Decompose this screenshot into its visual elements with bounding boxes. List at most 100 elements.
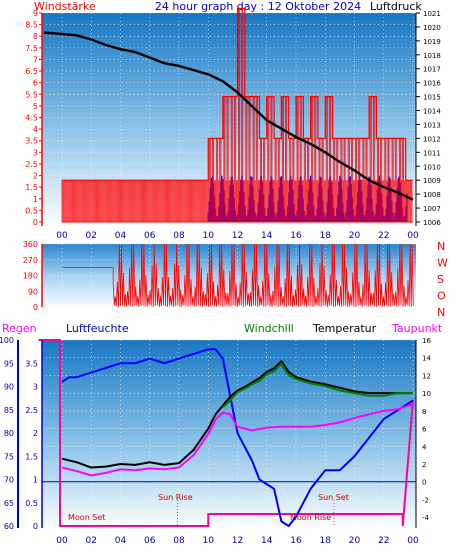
x-tick-label-bottom: 02 [86,536,97,546]
direction-tick-label: 360 [23,240,38,249]
compass-label: N [437,306,445,319]
rain-label: Regen [2,322,37,335]
temp-tick-label: -2 [422,496,429,504]
moon-rise-label: Moon Rise [290,513,331,522]
x-tick-label-bottom: 12 [232,536,243,546]
x-tick-label-top: 18 [320,231,332,241]
wind-tick-label: 8 [33,32,38,41]
pressure-tick-label: 1021 [423,10,441,18]
pressure-tick-label: 1012 [423,135,441,143]
temp-tick-label: 8 [422,408,426,416]
wind-tick-label: 9 [33,9,38,18]
wind-tick-label: 6 [33,79,38,88]
wind-tick-label: 2 [33,172,38,181]
temp-tick-label: 6 [422,426,427,434]
climate-panel-bg [42,340,416,530]
compass-label: N [437,240,445,253]
x-tick-label-top: 12 [232,231,243,241]
wind-tick-label: 7 [33,55,38,64]
pressure-tick-label: 1020 [423,24,441,32]
humidity-tick-label: 65 [4,499,14,508]
compass-label: W [437,257,448,270]
pressure-tick-label: 1011 [423,149,441,157]
humidity-label: Luftfeuchte [66,322,129,335]
compass-label: S [437,273,444,286]
x-tick-label-bottom: 10 [203,536,215,546]
temperature-series-line [61,360,413,469]
rain-tick-label: 1 [33,476,38,485]
compass-label: O [437,290,446,303]
wind-tick-label: 1.5 [25,183,38,192]
temp-tick-label: -4 [422,514,430,522]
temp-tick-label: 12 [422,372,431,380]
wind-tick-label: 3 [33,148,38,157]
pressure-tick-label: 1007 [423,205,441,213]
x-tick-label-top: 22 [378,231,389,241]
x-tick-label-bottom: 20 [349,536,361,546]
rain-tick-label: 3 [33,383,38,392]
humidity-tick-label: 100 [0,336,14,345]
rain-tick-label: 0.5 [25,499,38,508]
direction-tick-label: 270 [23,256,38,265]
temp-tick-label: 0 [422,479,426,487]
temperature-label: Temperatur [312,322,377,335]
pressure-tick-label: 1010 [423,163,441,171]
wind-tick-label: 7.5 [25,44,38,53]
wind-tick-label: 4.5 [25,114,38,123]
humidity-tick-label: 70 [4,476,14,485]
x-tick-label-bottom: 18 [320,536,332,546]
direction-tick-label: 0 [33,303,38,312]
x-tick-label-bottom: 08 [173,536,185,546]
wind-tick-label: 5.5 [25,90,38,99]
humidity-tick-label: 85 [4,406,14,415]
x-tick-label-bottom: 00 [407,536,419,546]
x-tick-label-top: 14 [261,231,273,241]
moon-set-label: Moon Set [68,513,105,522]
pressure-tick-label: 1014 [423,108,441,116]
rain-tick-label: 2 [33,429,38,438]
chart-title: 24 hour graph day : 12 Oktober 2024 [155,0,361,13]
rain-tick-label: 1.5 [25,452,38,461]
wind-tick-label: 0.5 [25,206,38,215]
temp-tick-label: 4 [422,443,427,451]
x-tick-label-top: 04 [115,231,127,241]
pressure-tick-label: 1018 [423,52,441,60]
wind-tick-label: 3.5 [25,137,38,146]
sun-rise-label: Sun Rise [158,493,193,502]
rain-tick-label: 0 [33,522,38,531]
dewpoint-label: Taupunkt [391,322,443,335]
x-tick-label-top: 00 [56,231,68,241]
direction-tick-label: 90 [28,287,38,296]
x-tick-label-bottom: 06 [144,536,156,546]
x-tick-label-top: 00 [407,231,419,241]
humidity-tick-label: 95 [4,359,14,368]
x-tick-label-bottom: 00 [56,536,68,546]
humidity-tick-label: 90 [4,383,14,392]
pressure-tick-label: 1008 [423,191,441,199]
pressure-tick-label: 1009 [423,177,441,185]
pressure-tick-label: 1006 [423,219,441,227]
moon-phase-line [38,339,414,527]
x-tick-label-bottom: 14 [261,536,273,546]
sun-set-label: Sun Set [318,493,349,502]
x-tick-label-top: 08 [173,231,185,241]
direction-series-line [62,243,414,308]
wind-tick-label: 6.5 [25,67,38,76]
pressure-tick-label: 1015 [423,94,441,102]
x-tick-label-bottom: 22 [378,536,389,546]
wind-tick-label: 1 [33,195,38,204]
x-tick-label-top: 02 [86,231,97,241]
wind-series-line [62,7,413,181]
humidity-tick-label: 80 [4,429,14,438]
pressure-tick-label: 1019 [423,38,441,46]
direction-tick-label: 180 [23,272,38,281]
temp-tick-label: 2 [422,461,426,469]
wind-axis-title: Windstärke [34,0,96,13]
windchill-series-line [222,362,413,409]
x-tick-label-bottom: 16 [290,536,302,546]
rain-tick-label: 3.5 [25,359,38,368]
temp-tick-label: 14 [422,355,431,363]
wind-tick-label: 5 [33,102,38,111]
rain-tick-label: 2.5 [25,406,38,415]
